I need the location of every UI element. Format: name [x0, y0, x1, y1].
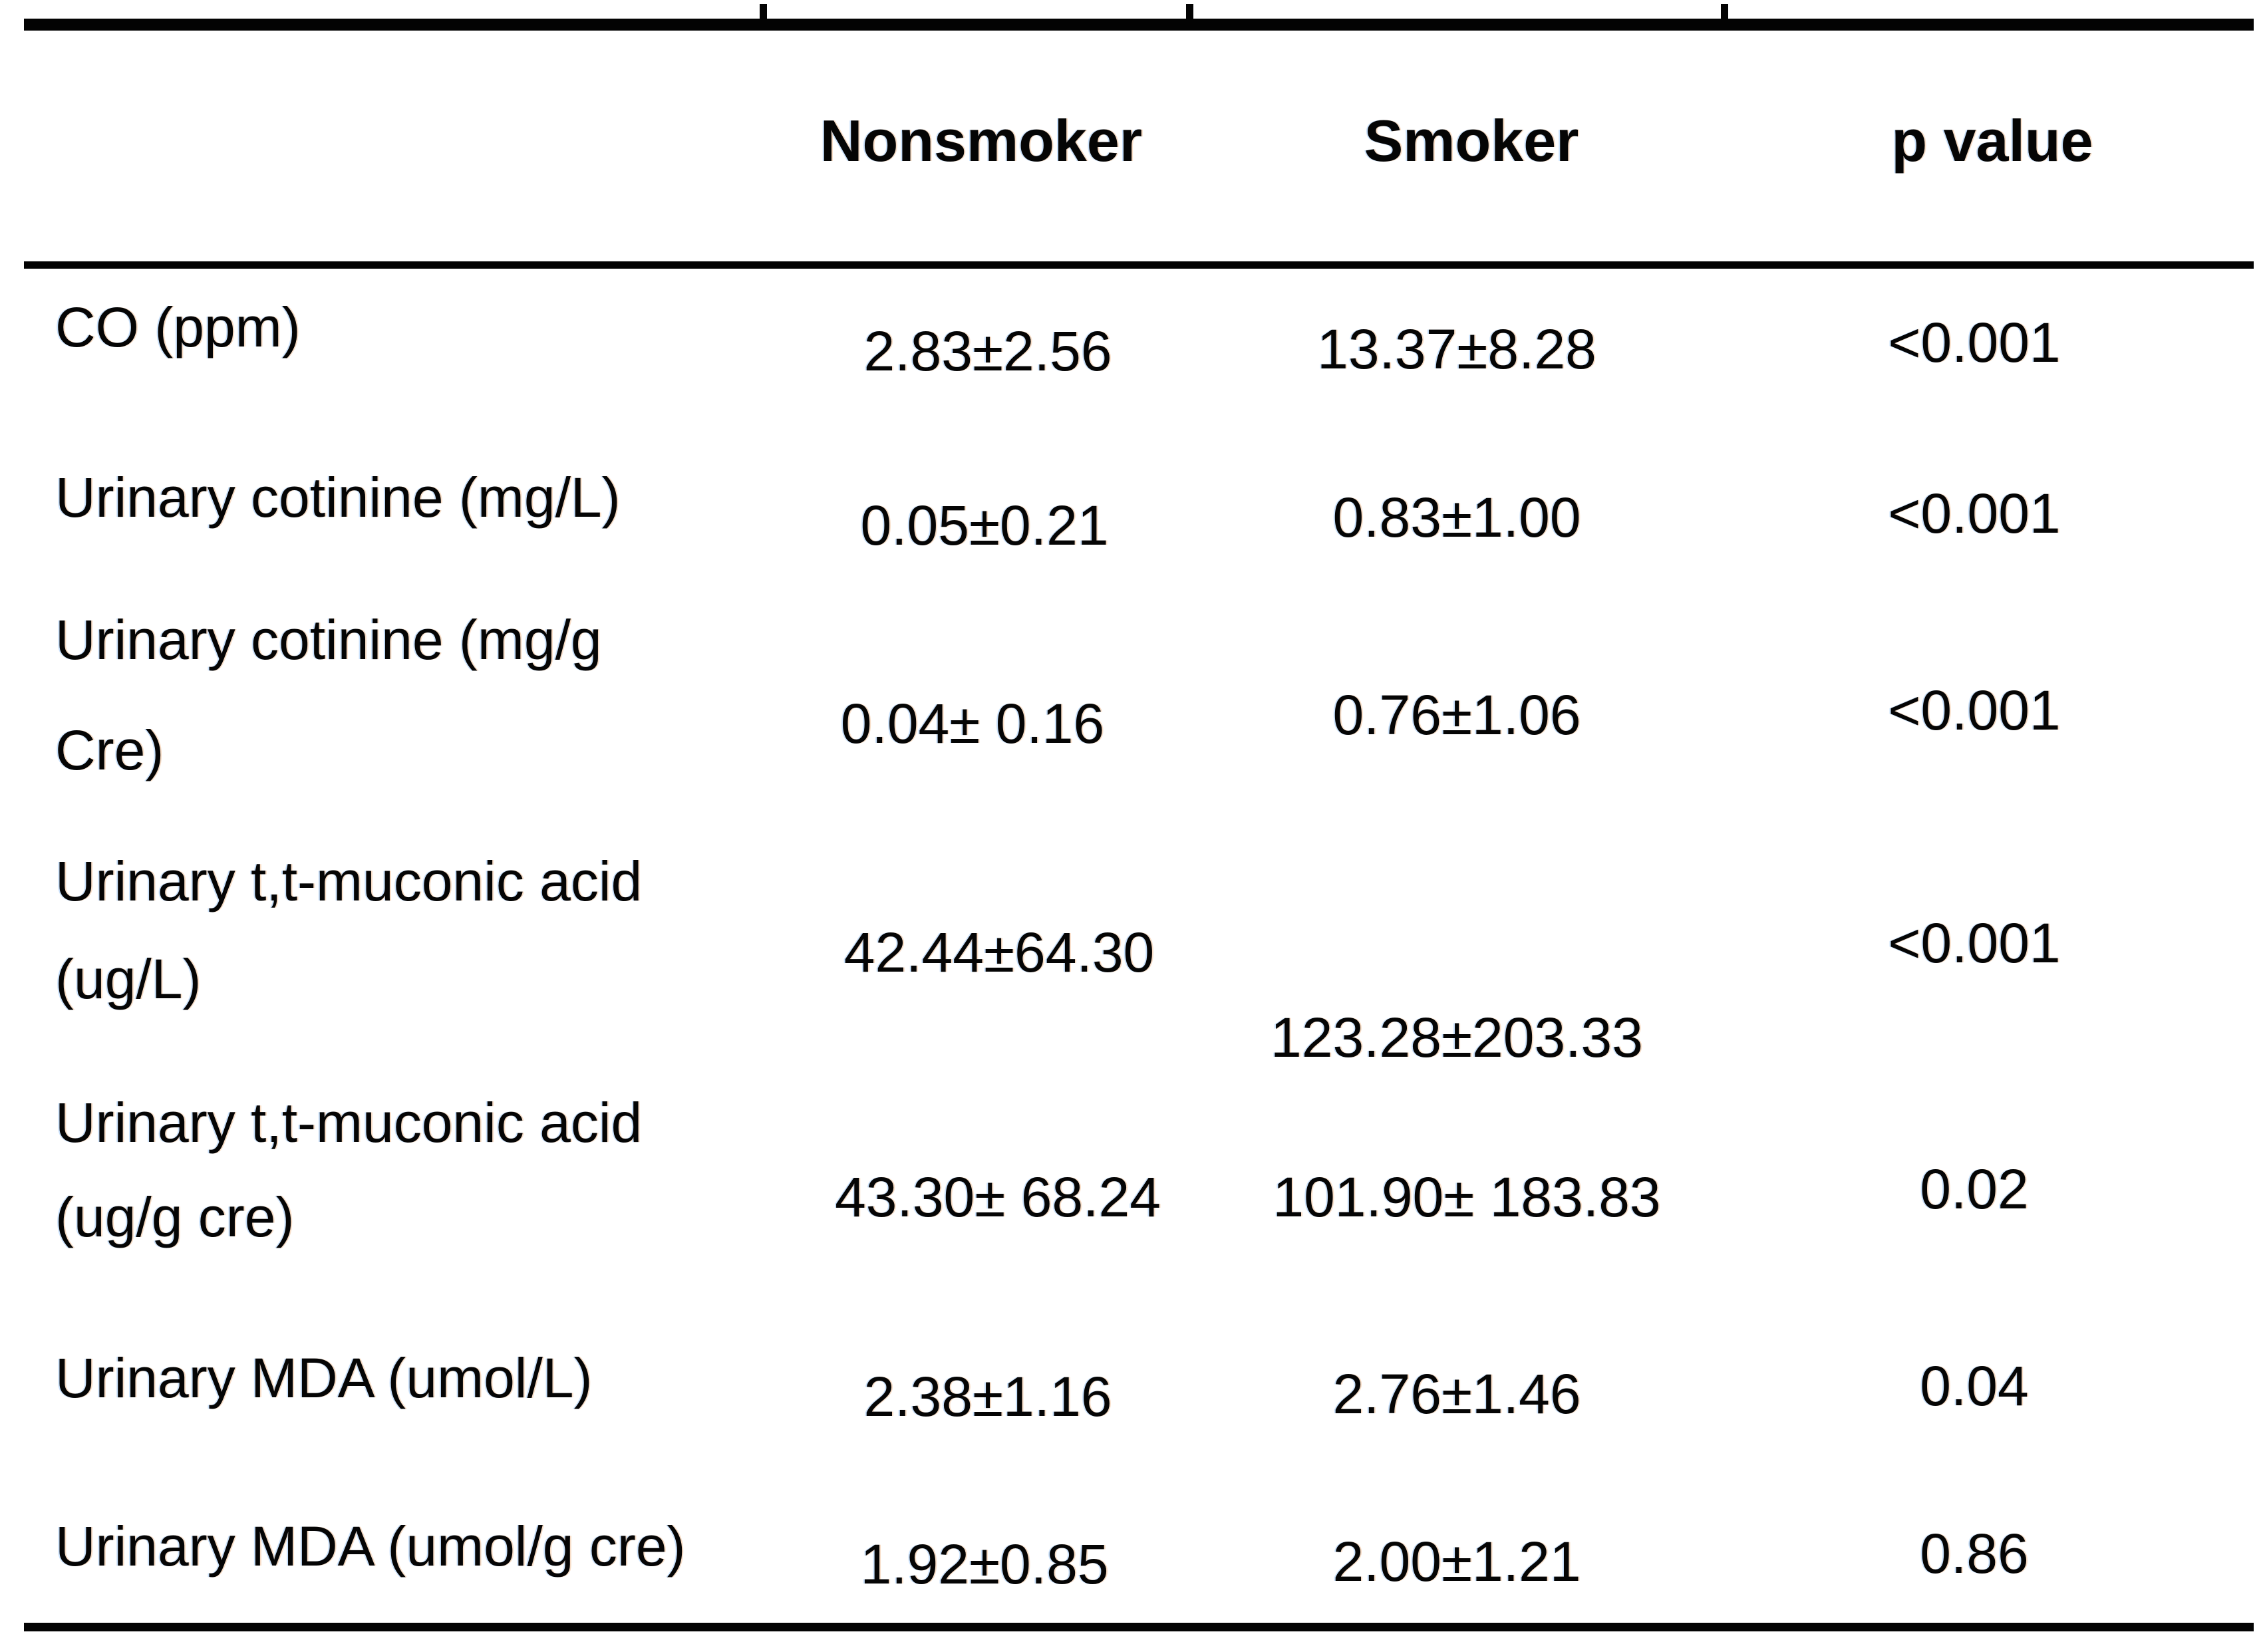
row-label-line2: (ug/L) — [55, 948, 202, 1010]
column-tick-mark — [1721, 4, 1728, 20]
smoker-value: 13.37±8.28 — [1317, 318, 1596, 380]
table-header-border — [24, 261, 2254, 269]
nonsmoker-value: 43.30± 68.24 — [835, 1166, 1161, 1228]
column-tick-mark — [760, 4, 767, 20]
p-value: 0.02 — [1920, 1158, 2029, 1220]
column-header-nonsmoker: Nonsmoker — [820, 108, 1143, 174]
column-header-p-value: p value — [1891, 108, 2093, 174]
p-value: 0.04 — [1920, 1355, 2029, 1417]
nonsmoker-value: 42.44±64.30 — [843, 921, 1155, 984]
smoker-value: 0.76±1.06 — [1332, 684, 1581, 746]
row-label-line2: (ug/g cre) — [55, 1186, 295, 1248]
nonsmoker-value: 1.92±0.85 — [860, 1533, 1109, 1595]
nonsmoker-value: 2.83±2.56 — [863, 320, 1112, 382]
row-label: Urinary MDA (umol/L) — [55, 1347, 593, 1409]
table-bottom-border — [24, 1623, 2254, 1631]
p-value: <0.001 — [1888, 311, 2061, 374]
p-value: <0.001 — [1888, 482, 2061, 545]
column-tick-mark — [1186, 4, 1193, 20]
smoker-value: 0.83±1.00 — [1332, 486, 1581, 549]
p-value: <0.001 — [1888, 679, 2061, 742]
row-label: Urinary cotinine (mg/L) — [55, 466, 621, 529]
smoker-value: 2.00±1.21 — [1332, 1530, 1581, 1593]
column-header-smoker: Smoker — [1364, 108, 1579, 174]
row-label: CO (ppm) — [55, 296, 301, 358]
row-label-line1: Urinary cotinine (mg/g — [55, 609, 602, 671]
row-label: Urinary MDA (umol/g cre) — [55, 1515, 686, 1578]
table-top-border — [24, 19, 2254, 31]
p-value: <0.001 — [1888, 912, 2061, 974]
row-label-line1: Urinary t,t-muconic acid — [55, 850, 643, 912]
row-label-line2: Cre) — [55, 719, 164, 781]
smoker-value: 123.28±203.33 — [1271, 1006, 1643, 1069]
nonsmoker-value: 0.05±0.21 — [860, 494, 1109, 557]
nonsmoker-value: 0.04± 0.16 — [840, 692, 1105, 755]
row-label-line1: Urinary t,t-muconic acid — [55, 1091, 643, 1154]
smoker-value: 2.76±1.46 — [1332, 1363, 1581, 1425]
nonsmoker-value: 2.38±1.16 — [863, 1365, 1112, 1428]
p-value: 0.86 — [1920, 1522, 2029, 1585]
smoker-value: 101.90± 183.83 — [1273, 1166, 1661, 1228]
